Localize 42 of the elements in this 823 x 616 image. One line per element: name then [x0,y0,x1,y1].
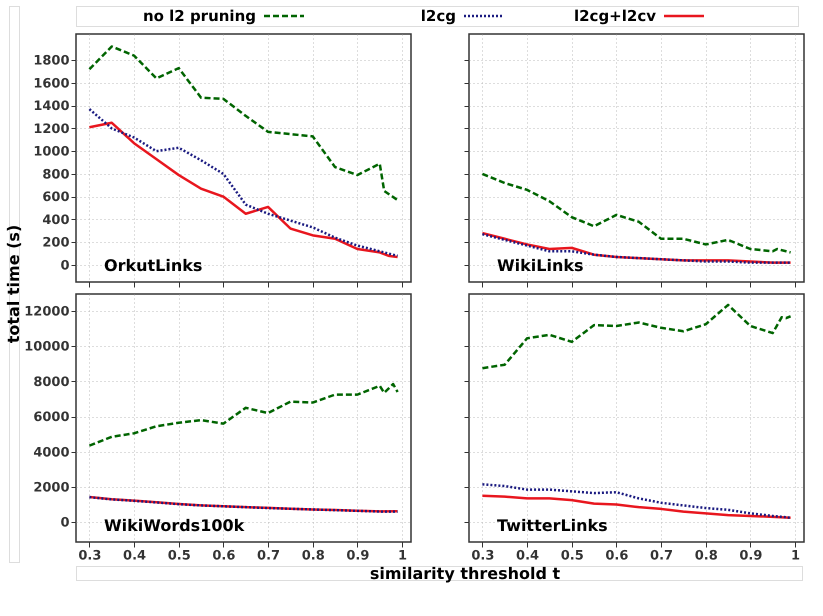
text: OrkutLinks [104,256,202,275]
y-tick-label: 800 [42,167,70,182]
x-tick-label: 0.3 [471,548,494,564]
x-tick-label: 0.6 [605,548,628,564]
x-tick-label: 0.8 [302,548,325,564]
y-tick-label: 600 [42,190,70,206]
legend-label: l2cg+l2cv [574,7,656,25]
y-tick-label: 8000 [33,374,70,390]
legend-label: no l2 pruning [142,7,256,25]
x-tick-label: 0.7 [650,548,674,564]
y-tick-label: 2000 [33,480,70,496]
x-tick-label: 1 [398,548,408,564]
x-tick-label: 0.6 [212,548,236,564]
x-tick-label: 0.8 [694,548,718,564]
y-tick-label: 4000 [33,445,70,460]
x-tick-label: 0.3 [78,548,102,564]
x-tick-label: 0.4 [516,548,540,564]
x-tick-label: 0.9 [346,548,370,564]
y-tick-label: 0 [60,516,70,531]
y-tick-label: 400 [42,212,70,228]
x-tick-label: 0.4 [123,548,146,564]
y-tick-label: 6000 [33,410,70,426]
legend-label: l2cg [420,7,456,25]
x-tick-label: 0.7 [257,548,280,564]
text: WikiLinks [497,256,584,275]
x-tick-label: 0.5 [560,548,584,564]
text: WikiWords100k [104,516,245,535]
y-tick-label: 1800 [33,54,70,69]
y-tick-label: 1400 [33,99,70,114]
y-tick-label: 1600 [33,76,70,92]
text: TwitterLinks [497,516,608,535]
y-tick-label: 0 [60,258,70,274]
y-tick-label: 1200 [33,122,70,137]
x-tick-label: 0.9 [739,548,762,564]
y-tick-label: 12000 [24,304,70,320]
x-axis-title: similarity threshold t [370,564,561,583]
y-tick-label: 10000 [24,340,70,355]
y-tick-label: 1000 [33,144,70,160]
y-axis-title: total time (s) [4,224,23,344]
x-tick-label: 0.5 [168,548,191,564]
x-tick-label: 1 [791,548,800,564]
y-tick-label: 200 [42,236,70,251]
